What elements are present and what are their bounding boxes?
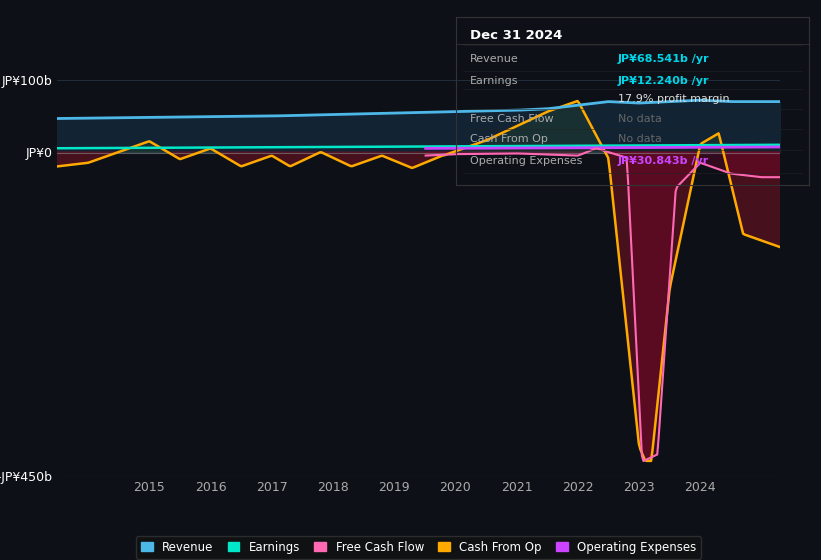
- Text: Operating Expenses: Operating Expenses: [470, 156, 582, 166]
- Text: 17.9% profit margin: 17.9% profit margin: [618, 94, 730, 104]
- Legend: Revenue, Earnings, Free Cash Flow, Cash From Op, Operating Expenses: Revenue, Earnings, Free Cash Flow, Cash …: [136, 536, 701, 559]
- Text: No data: No data: [618, 114, 662, 124]
- Text: Dec 31 2024: Dec 31 2024: [470, 29, 562, 41]
- Text: Free Cash Flow: Free Cash Flow: [470, 114, 553, 124]
- Text: JP¥30.843b /yr: JP¥30.843b /yr: [618, 156, 709, 166]
- Text: Earnings: Earnings: [470, 76, 518, 86]
- Text: No data: No data: [618, 134, 662, 144]
- Text: Cash From Op: Cash From Op: [470, 134, 548, 144]
- Text: Revenue: Revenue: [470, 54, 519, 64]
- Text: JP¥12.240b /yr: JP¥12.240b /yr: [618, 76, 709, 86]
- Text: JP¥68.541b /yr: JP¥68.541b /yr: [618, 54, 709, 64]
